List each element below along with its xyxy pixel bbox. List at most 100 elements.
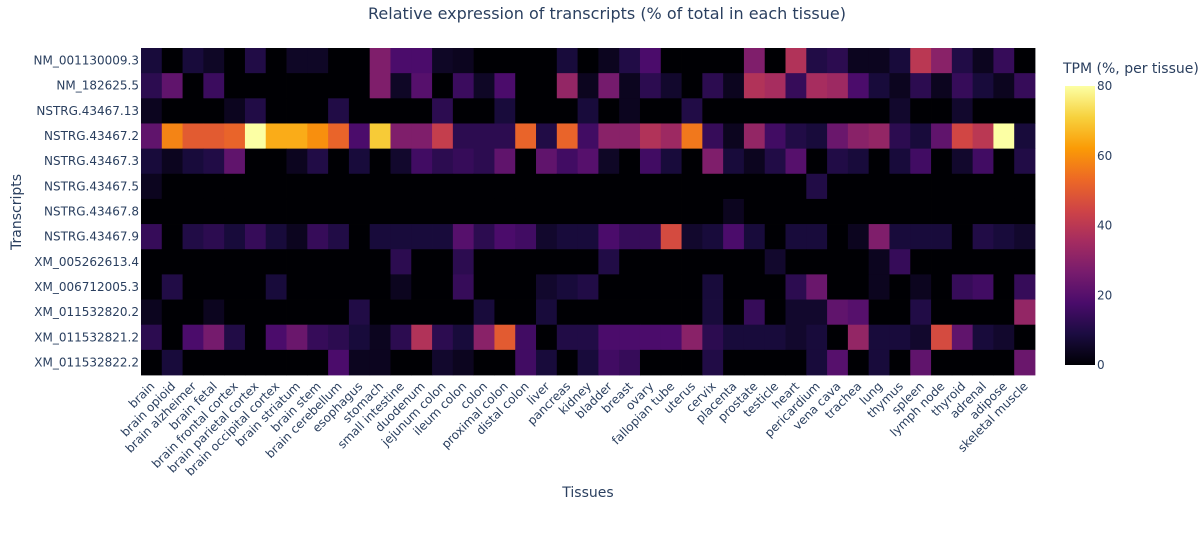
heatmap-cell [369, 299, 391, 326]
heatmap-cell [556, 249, 578, 275]
heatmap-cell [847, 73, 870, 99]
heatmap-cell [702, 123, 724, 150]
heatmap-cell [432, 173, 454, 200]
heatmap-cell [806, 198, 828, 225]
heatmap-cell [743, 73, 766, 99]
heatmap-cell [536, 198, 558, 225]
heatmap-cell [141, 73, 163, 99]
heatmap-cell [161, 73, 183, 99]
heatmap-cell [806, 48, 828, 74]
heatmap-cell [868, 123, 890, 150]
heatmap-cell [203, 299, 225, 326]
heatmap-cell [660, 98, 682, 124]
heatmap-cell [743, 349, 766, 376]
heatmap-cell [411, 98, 433, 124]
heatmap-cell [743, 98, 766, 124]
heatmap-cell [452, 98, 475, 124]
heatmap-cell [411, 224, 433, 250]
heatmap-cell [141, 349, 163, 376]
heatmap-cell [681, 48, 703, 74]
heatmap-cell [348, 299, 371, 326]
heatmap-cell [931, 224, 953, 250]
heatmap-cell [224, 48, 246, 74]
heatmap-cell [244, 148, 267, 175]
heatmap-cell [432, 324, 454, 351]
heatmap-cell [244, 123, 267, 150]
heatmap-cell [141, 249, 163, 275]
heatmap-cell [390, 349, 412, 376]
heatmap-cell [473, 274, 495, 300]
heatmap-cell [348, 173, 371, 200]
heatmap-cell [307, 224, 329, 250]
heatmap-cell [868, 349, 890, 376]
heatmap-cell [141, 148, 163, 175]
y-tick-label: NSTRG.43467.3 [44, 154, 139, 168]
heatmap-cell [951, 274, 974, 300]
heatmap-cell [286, 224, 308, 250]
heatmap-cell [494, 324, 516, 351]
heatmap-cell [639, 198, 662, 225]
heatmap-cell [452, 299, 475, 326]
heatmap-cell [785, 73, 807, 99]
heatmap-cell [224, 98, 246, 124]
y-tick-label: XM_005262613.4 [34, 255, 139, 269]
heatmap-cell [494, 98, 516, 124]
heatmap-cell [307, 249, 329, 275]
heatmap-cell [307, 198, 329, 225]
heatmap-cell [951, 48, 974, 74]
y-tick-label: NSTRG.43467.5 [44, 179, 139, 193]
y-tick-label: NM_001130009.3 [34, 54, 140, 68]
heatmap-cell [432, 98, 454, 124]
heatmap-cell [847, 148, 870, 175]
heatmap-cell [889, 148, 911, 175]
heatmap-cell [972, 73, 994, 99]
heatmap-cell [328, 173, 350, 200]
heatmap-cell [1014, 98, 1036, 124]
heatmap-cell [307, 324, 329, 351]
heatmap-cell [889, 224, 911, 250]
heatmap-cell [369, 198, 391, 225]
heatmap-cell [660, 198, 682, 225]
heatmap-cell [348, 349, 371, 376]
heatmap-cell [889, 73, 911, 99]
heatmap-cell [951, 299, 974, 326]
heatmap-cell [577, 299, 599, 326]
y-axis-title: Transcripts [9, 174, 25, 251]
heatmap-cell [993, 48, 1015, 74]
heatmap-cell [868, 224, 890, 250]
heatmap-cell [286, 123, 308, 150]
heatmap-cell [764, 98, 786, 124]
heatmap-cell [972, 123, 994, 150]
heatmap-cell [910, 123, 932, 150]
heatmap-cell [931, 73, 953, 99]
heatmap-cell [286, 148, 308, 175]
heatmap-cell [556, 198, 578, 225]
heatmap-cell [307, 274, 329, 300]
heatmap-cell [473, 98, 495, 124]
heatmap-cell [764, 224, 786, 250]
heatmap-cell [660, 148, 682, 175]
y-tick-label: NSTRG.43467.8 [44, 205, 139, 219]
heatmap-cell [785, 198, 807, 225]
heatmap-cell [224, 123, 246, 150]
heatmap-cell [452, 249, 475, 275]
heatmap-cell [244, 274, 267, 300]
heatmap-cell [660, 324, 682, 351]
heatmap-cell [577, 148, 599, 175]
heatmap-cell [411, 198, 433, 225]
heatmap-cell [369, 224, 391, 250]
heatmap-cell [993, 349, 1015, 376]
heatmap-cell [307, 173, 329, 200]
heatmap-cell [224, 349, 246, 376]
heatmap-cell [993, 224, 1015, 250]
heatmap-cell [619, 173, 641, 200]
heatmap-cell [619, 349, 641, 376]
heatmap-cell [224, 274, 246, 300]
heatmap-cell [328, 299, 350, 326]
heatmap-cell [951, 173, 974, 200]
heatmap-cell [806, 349, 828, 376]
heatmap-cell [556, 148, 578, 175]
heatmap-cell [702, 299, 724, 326]
y-tick-label: NM_182625.5 [56, 79, 139, 93]
